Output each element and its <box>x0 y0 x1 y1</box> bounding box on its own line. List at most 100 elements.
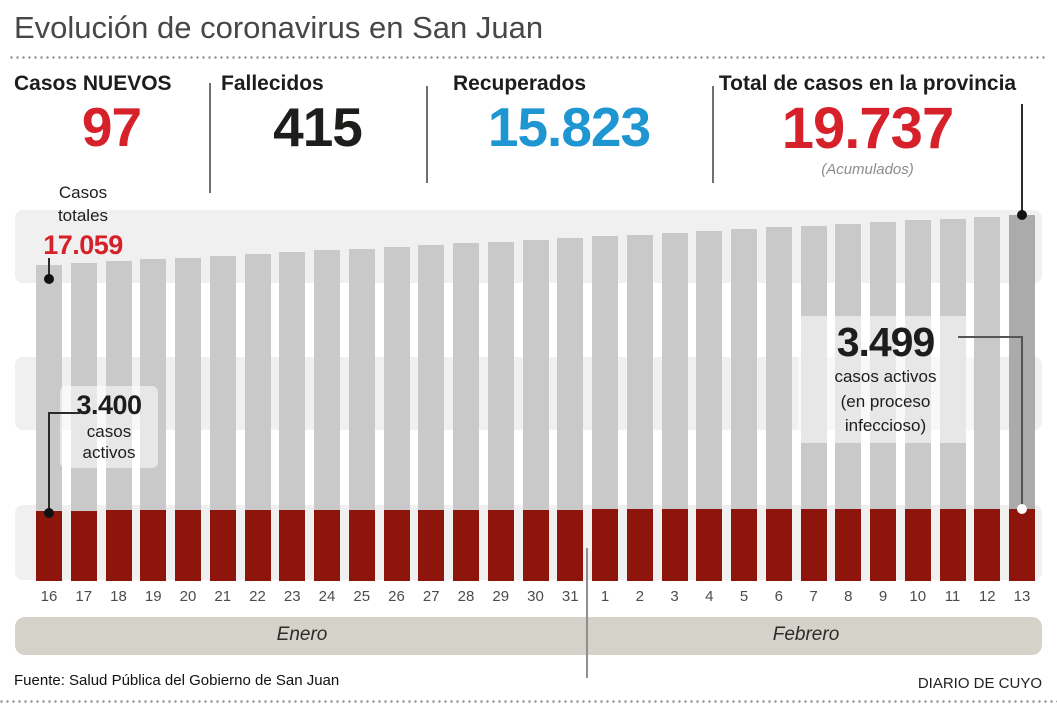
annotation-value: 3.499 <box>836 319 936 365</box>
bar-active <box>70 511 97 581</box>
pointer-line <box>48 258 50 279</box>
x-axis-tick-label: 2 <box>635 588 644 605</box>
stat-casos-nuevos: Casos NUEVOS 97 <box>14 72 209 155</box>
x-axis-tick-label: 7 <box>809 588 818 605</box>
bar-active <box>314 510 340 581</box>
bar-active <box>418 510 445 581</box>
x-axis-labels: 16 17 18 19 20 21 22 23 24 25 26 27 28 29 30 31 1 2 3 4 5 6 7 8… <box>36 588 1035 605</box>
x-axis-tick-label: 9 <box>878 588 888 605</box>
bar-total <box>453 243 479 581</box>
bar-active <box>522 510 549 581</box>
pointer-line <box>958 336 1023 338</box>
bar-total <box>487 242 514 581</box>
stats-divider <box>209 83 211 193</box>
bar-total <box>1009 215 1035 581</box>
annotation-text: activos <box>82 443 136 463</box>
month-band: Enero Febrero <box>15 617 1042 655</box>
publisher-credit: DIARIO DE CUYO <box>917 675 1042 692</box>
x-axis-tick-label: 29 <box>492 588 510 605</box>
x-axis-tick-label: 11 <box>944 588 961 605</box>
bar-active <box>904 509 931 581</box>
stat-fallecidos: Fallecidos 415 <box>209 72 426 155</box>
x-axis-tick-label: 5 <box>739 588 749 605</box>
bar-total <box>36 265 62 581</box>
bar-active <box>800 509 827 581</box>
bar-active <box>140 510 167 581</box>
bottom-dotted-divider <box>0 700 1057 703</box>
annotation-activos-fin: 3.499 casos activos (en proceso infeccio… <box>798 316 973 444</box>
x-axis-tick-label: 30 <box>527 588 544 605</box>
x-axis-tick-label: 20 <box>179 588 197 605</box>
x-axis-tick-label: 18 <box>110 588 127 605</box>
annotation-value: 17.059 <box>43 229 123 260</box>
x-axis-tick-label: 10 <box>909 588 927 605</box>
stat-value: 415 <box>273 96 363 158</box>
x-axis-tick-label: 4 <box>705 588 714 605</box>
bar-active <box>870 509 896 581</box>
x-axis-tick-label: 13 <box>1013 588 1031 605</box>
x-axis-tick-label: 6 <box>774 588 783 605</box>
x-axis-tick-label: 31 <box>561 588 579 605</box>
x-axis-tick-label: 26 <box>388 588 405 605</box>
stat-label: Fallecidos <box>221 72 324 95</box>
x-axis-tick-label: 19 <box>144 588 162 605</box>
bar-active <box>105 510 132 581</box>
stat-note: (Acumulados) <box>821 161 914 178</box>
bar-total <box>314 250 340 581</box>
bar-active <box>592 509 618 581</box>
pointer-dot <box>1017 210 1027 220</box>
month-label-febrero: Febrero <box>772 624 840 645</box>
bar-total <box>209 256 236 581</box>
stat-value: 19.737 <box>781 96 954 161</box>
annotation-text: infeccioso) <box>844 416 927 436</box>
stats-divider <box>712 86 714 183</box>
annotation-casos-totales: Casos totales 17.059 <box>28 182 138 261</box>
bar-total <box>418 245 445 581</box>
stat-value: 97 <box>81 96 142 158</box>
bar-active <box>175 510 201 581</box>
pointer-line <box>1021 104 1023 215</box>
x-axis-tick-label: 3 <box>670 588 679 605</box>
page-title: Evolución de coronavirus en San Juan <box>14 10 544 45</box>
x-axis-tick-label: 22 <box>249 588 266 605</box>
pointer-line <box>1021 336 1023 509</box>
bar-total <box>731 229 757 581</box>
bar-total <box>765 227 792 581</box>
bar-total <box>592 236 618 581</box>
bar-active <box>36 511 62 581</box>
annotation-activos-inicio: 3.400 casos activos <box>60 386 158 468</box>
stats-divider <box>426 86 428 183</box>
bar-active <box>731 509 757 581</box>
bar-active <box>1009 509 1035 581</box>
bar-active <box>453 510 479 581</box>
x-axis-tick-label: 24 <box>318 588 336 605</box>
bar-total <box>348 249 375 581</box>
stat-label: Recuperados <box>453 72 587 95</box>
annotation-text: casos <box>86 422 132 441</box>
bar-active <box>348 510 375 581</box>
stat-total-provincia: Total de casos en la provincia 19.737 (A… <box>712 72 1023 178</box>
top-dotted-divider <box>10 56 1047 59</box>
bar-active <box>696 509 723 581</box>
annotation-text: totales <box>57 205 109 225</box>
bar-total <box>696 231 723 581</box>
bar-total <box>175 258 201 581</box>
bar-total <box>626 235 653 581</box>
x-axis-tick-label: 25 <box>353 588 371 605</box>
pointer-dot <box>44 274 54 284</box>
x-axis-tick-label: 8 <box>844 588 853 605</box>
bar-total <box>244 254 271 581</box>
pointer-line <box>48 412 50 513</box>
bar-active <box>383 510 410 581</box>
bar-active <box>974 509 1001 581</box>
x-axis-tick-label: 28 <box>457 588 475 605</box>
annotation-value: 3.400 <box>76 390 142 420</box>
stat-value: 15.823 <box>487 96 651 158</box>
bar-total <box>522 240 549 581</box>
bar-total <box>279 252 306 581</box>
bar-active <box>244 510 271 581</box>
x-axis-tick-label: 27 <box>422 588 440 605</box>
x-axis-tick-label: 21 <box>214 588 232 605</box>
pointer-dot <box>44 508 54 518</box>
